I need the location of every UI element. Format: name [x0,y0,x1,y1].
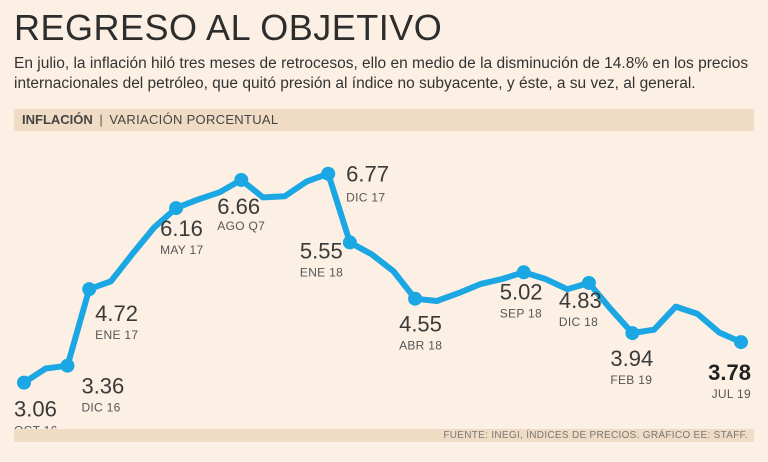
data-point-marker [60,358,75,373]
data-value-label: 3.94 [610,346,653,371]
data-date-label: DIC 16 [81,401,120,415]
data-point-marker [82,282,97,297]
source-note: FUENTE: INEGI, ÍNDICES DE PRECIOS. GRÁFI… [443,430,748,441]
data-value-label: 6.66 [217,194,260,219]
data-date-label: ABR 18 [399,339,442,353]
chart-title: REGRESO AL OBJETIVO [14,7,443,48]
series-name: INFLACIÓN [22,112,93,127]
data-date-label: DIC 17 [346,191,385,205]
data-point-marker [342,235,357,250]
series-label: INFLACIÓN | VARIACIÓN PORCENTUAL [22,112,278,128]
series-unit: VARIACIÓN PORCENTUAL [109,112,279,127]
data-date-label: ENE 18 [300,265,343,279]
data-point-marker [734,335,748,350]
data-date-label: DIC 18 [559,315,598,329]
data-value-label: 3.36 [81,374,124,399]
data-value-label: 4.72 [95,301,138,326]
data-date-label: MAY 17 [160,243,203,257]
data-date-label: JUL 19 [712,387,751,401]
data-date-label: SEP 18 [500,306,542,320]
chart-subtitle: En julio, la inflación hiló tres meses d… [14,55,749,92]
data-date-label: AGO Q7 [217,219,265,233]
series-band: INFLACIÓN | VARIACIÓN PORCENTUAL [14,109,754,131]
data-value-label: 6.16 [160,216,203,241]
data-date-label: ENE 17 [95,328,138,342]
data-value-label: 6.77 [346,162,389,187]
data-value-label: 5.02 [500,279,543,304]
data-value-label: 5.55 [300,238,343,263]
data-value-label: 4.83 [559,288,602,313]
data-point-marker [516,265,531,280]
data-point-marker [581,275,596,290]
data-point-marker [17,375,31,390]
data-value-label: 3.06 [14,397,57,422]
data-point-marker [234,172,249,187]
data-point-marker [408,291,423,306]
source-band: FUENTE: INEGI, ÍNDICES DE PRECIOS. GRÁFI… [14,429,754,442]
series-separator: | [99,112,103,127]
inflation-series-line [21,170,744,386]
data-value-label: 4.55 [399,312,442,337]
data-point-marker [169,201,184,216]
data-value-label: 3.78 [708,360,751,385]
data-point-marker [625,326,640,341]
data-point-marker [321,166,336,181]
data-date-label: FEB 19 [610,373,652,387]
